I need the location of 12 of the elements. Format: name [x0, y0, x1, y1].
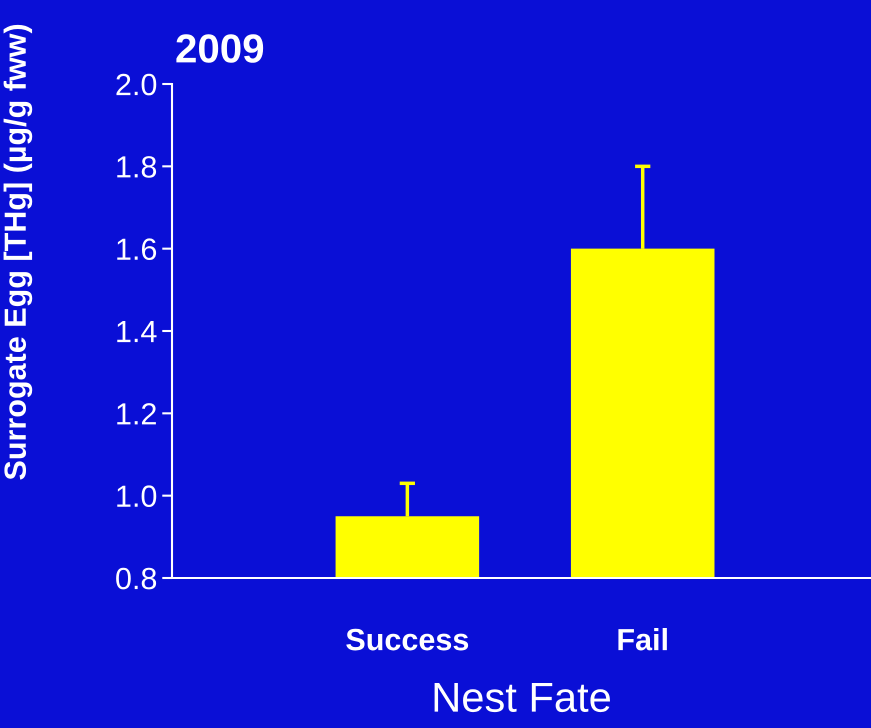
y-tick-label: 1.4 — [117, 321, 157, 342]
x-axis-title: Nest Fate — [434, 683, 610, 712]
y-tick-label: 1.0 — [117, 485, 156, 508]
y-tick-label: 1.6 — [117, 238, 156, 260]
y-tick-label: 1.2 — [117, 403, 156, 424]
y-tick-label: 2.0 — [116, 74, 156, 96]
x-tick-label: Fail — [618, 628, 667, 650]
y-axis-title: Surrogate Egg [THg] (µg/g fww) — [4, 24, 32, 480]
chart-title: 2009 — [176, 34, 264, 63]
y-tick-label: 0.8 — [116, 568, 156, 590]
y-tick-label: 1.8 — [117, 156, 156, 178]
x-tick-label: Success — [346, 628, 468, 650]
